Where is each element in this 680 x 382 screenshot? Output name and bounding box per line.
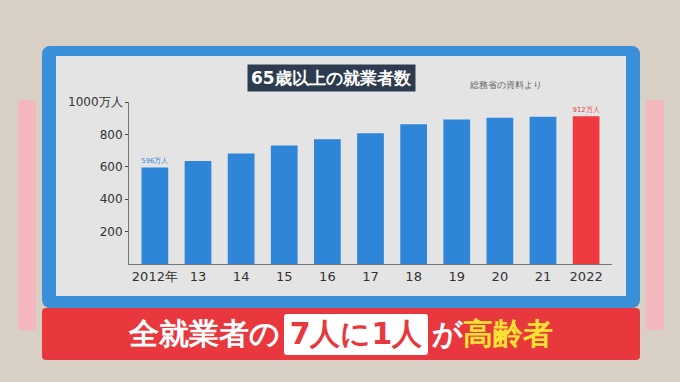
svg-text:800: 800 xyxy=(100,128,123,142)
svg-text:912万人: 912万人 xyxy=(573,106,600,114)
svg-text:14: 14 xyxy=(233,269,250,284)
svg-text:15: 15 xyxy=(276,269,293,284)
svg-text:16: 16 xyxy=(319,269,336,284)
svg-text:19: 19 xyxy=(448,269,465,284)
svg-text:20: 20 xyxy=(492,269,509,284)
svg-text:600: 600 xyxy=(100,160,123,174)
svg-text:13: 13 xyxy=(190,269,207,284)
svg-text:21: 21 xyxy=(535,269,552,284)
html-text:全就業者の 7人に1人 が高齢者: 全就業者の 7人に1人 が高齢者 xyxy=(128,315,554,351)
svg-text:17: 17 xyxy=(362,269,379,284)
svg-text:596万人: 596万人 xyxy=(141,157,168,165)
svg-text:18: 18 xyxy=(405,269,422,284)
svg-text:総務省の資料より: 総務省の資料より xyxy=(469,80,542,90)
svg-text:1000万人: 1000万人 xyxy=(68,95,123,109)
svg-text:2022: 2022 xyxy=(570,269,603,284)
svg-text:400: 400 xyxy=(100,192,123,206)
svg-text:200: 200 xyxy=(100,225,123,239)
svg-text:2012年: 2012年 xyxy=(132,269,178,284)
svg-text:65歳以上の就業者数: 65歳以上の就業者数 xyxy=(251,68,412,88)
